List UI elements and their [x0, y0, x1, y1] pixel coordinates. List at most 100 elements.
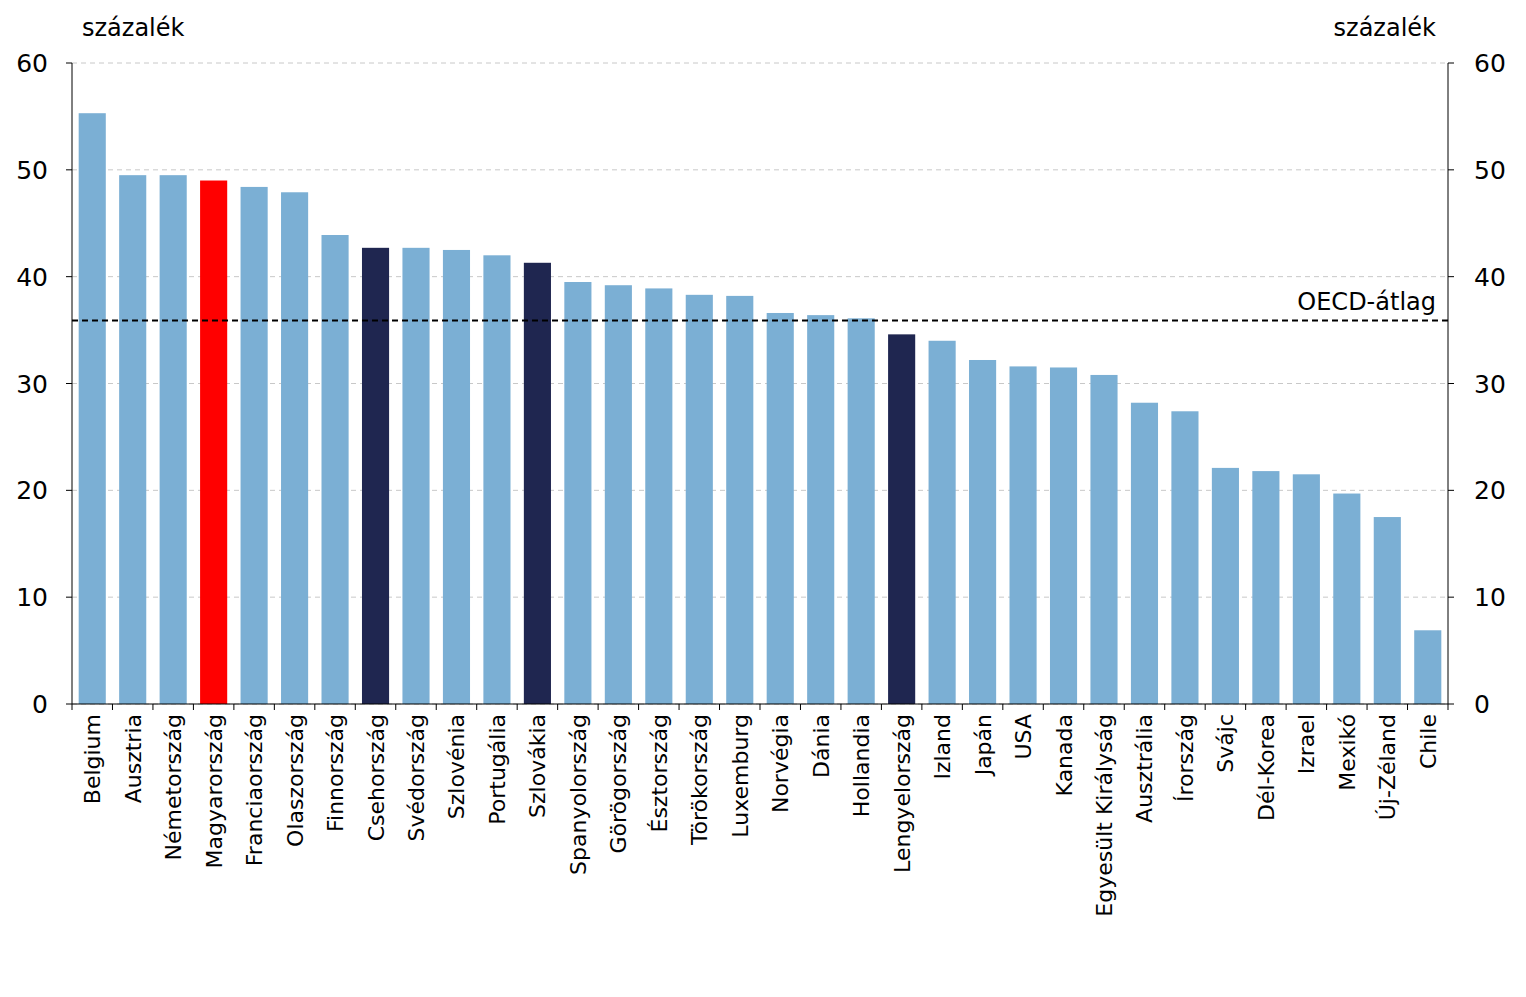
x-tick-label: USA [1011, 714, 1036, 760]
x-tick-label: Franciaország [242, 714, 267, 866]
x-tick-label: Izrael [1294, 714, 1319, 774]
x-tick [638, 704, 639, 710]
bars [79, 113, 1442, 704]
bar [1252, 471, 1279, 704]
x-tick [274, 704, 275, 710]
x-tick [1043, 704, 1044, 710]
bar [767, 313, 794, 704]
x-tick-label: Mexikó [1335, 714, 1360, 791]
x-tick [1164, 704, 1165, 710]
y-tick-label: 60 [16, 49, 48, 78]
bar [1293, 474, 1320, 704]
bar [1010, 366, 1037, 704]
x-tick [800, 704, 801, 710]
y2-axis-title: százalék [1334, 14, 1437, 42]
x-tick [921, 704, 922, 710]
y2-tick-label: 50 [1474, 156, 1506, 185]
bar [929, 341, 956, 704]
x-tick-label: Finnország [323, 714, 348, 832]
bar [281, 192, 308, 704]
y2-tick-label: 30 [1474, 370, 1506, 399]
bar [1171, 411, 1198, 704]
grid-line [72, 276, 1448, 277]
x-tick-label: Svájc [1213, 714, 1238, 773]
x-tick [1367, 704, 1368, 710]
grid-line [72, 597, 1448, 598]
bar [443, 250, 470, 704]
x-tick-label: Egyesült Királyság [1092, 714, 1117, 917]
bar [524, 263, 551, 704]
y2-tick [1448, 169, 1454, 170]
bar [322, 235, 349, 704]
y2-tick [1448, 63, 1454, 64]
y2-tick [1448, 597, 1454, 598]
grid [72, 63, 1448, 704]
x-tick [1124, 704, 1125, 710]
y-tick [66, 63, 72, 64]
x-tick [1286, 704, 1287, 710]
bar [1374, 517, 1401, 704]
bar [645, 288, 672, 704]
bar [807, 315, 834, 704]
y2-tick [1448, 490, 1454, 491]
x-tick [840, 704, 841, 710]
bar [564, 282, 591, 704]
y-tick-label: 40 [16, 263, 48, 292]
bar [200, 181, 227, 704]
x-tick [598, 704, 599, 710]
grid-line [72, 490, 1448, 491]
y-tick-label: 30 [16, 370, 48, 399]
x-tick-label: Portugália [485, 714, 510, 825]
x-tick-label: Kanada [1052, 714, 1077, 796]
x-tick-label: Magyarország [202, 714, 227, 868]
x-tick [719, 704, 720, 710]
y-tick [66, 490, 72, 491]
bar [888, 334, 915, 704]
y2-tick [1448, 383, 1454, 384]
x-tick-label: Dánia [809, 714, 834, 778]
x-tick [557, 704, 558, 710]
x-tick [1448, 704, 1449, 710]
y-tick [66, 276, 72, 277]
x-tick-label: Lengyelország [890, 714, 915, 873]
bar [605, 285, 632, 704]
x-tick [355, 704, 356, 710]
x-tick [314, 704, 315, 710]
x-tick-label: Írország [1173, 714, 1198, 802]
bar [1414, 630, 1441, 704]
chart: 01020304050600102030405060BelgiumAusztri… [0, 0, 1526, 997]
y-tick-label: 10 [16, 583, 48, 612]
bar [1333, 494, 1360, 704]
bar [160, 175, 187, 704]
y-tick [66, 169, 72, 170]
bar [241, 187, 268, 704]
x-tick-label: Belgium [80, 714, 105, 804]
x-tick [1245, 704, 1246, 710]
x-tick [881, 704, 882, 710]
bar [726, 296, 753, 704]
x-tick [1326, 704, 1327, 710]
bar [848, 318, 875, 704]
x-tick [112, 704, 113, 710]
x-tick-label: Szlovákia [525, 714, 550, 818]
x-tick-label: Luxemburg [728, 714, 753, 838]
bar [1212, 468, 1239, 704]
x-tick-label: Ausztrália [1132, 714, 1157, 823]
x-tick-label: Ausztria [121, 714, 146, 803]
x-tick [72, 704, 73, 710]
x-tick [1083, 704, 1084, 710]
bar [1090, 375, 1117, 704]
y-axis-title: százalék [82, 14, 185, 42]
x-tick-label: Új-Zéland [1375, 714, 1400, 820]
x-tick-label: Izland [930, 714, 955, 780]
x-tick-label: Hollandia [849, 714, 874, 817]
y2-tick-label: 40 [1474, 263, 1506, 292]
x-tick [1407, 704, 1408, 710]
x-tick [476, 704, 477, 710]
bar [79, 113, 106, 704]
x-tick [962, 704, 963, 710]
x-tick [152, 704, 153, 710]
y-tick-label: 0 [32, 690, 48, 719]
x-tick [436, 704, 437, 710]
bar [969, 360, 996, 704]
